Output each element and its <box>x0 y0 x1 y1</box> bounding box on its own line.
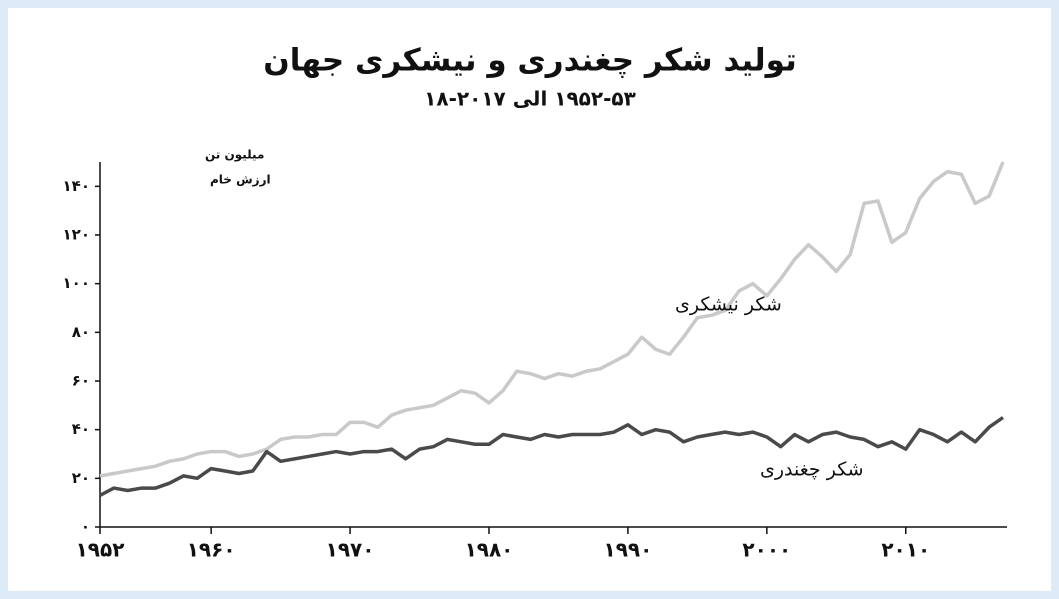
series-label: شکر نیشکری <box>675 294 782 316</box>
series-line <box>99 161 1005 478</box>
y-tick-label: ۰ <box>81 518 90 536</box>
y-tick-label: ۲۰ <box>72 469 90 487</box>
series-line <box>99 416 1005 497</box>
y-axis-label: میلیون تن <box>205 148 264 163</box>
chart-background <box>8 8 1051 591</box>
y-axis-label: ارزش خام <box>210 173 271 188</box>
x-tick-label: ۱۹۶۰ <box>187 538 236 562</box>
y-tick-label: ۱۰۰ <box>63 274 90 292</box>
y-tick-label: ۴۰ <box>72 420 90 438</box>
x-tick-label: ۱۹۹۰ <box>603 538 652 562</box>
x-tick-label: ۱۹۵۲ <box>76 538 125 562</box>
y-tick-label: ۱۲۰ <box>63 226 90 244</box>
x-tick-label: ۲۰۱۰ <box>881 538 930 562</box>
y-tick-label: ۶۰ <box>72 372 90 390</box>
x-tick-label: ۱۹۸۰ <box>465 538 514 562</box>
y-tick-label: ۱۴۰ <box>63 177 90 195</box>
x-tick-label: ۱۹۷۰ <box>326 538 375 562</box>
chart-title: تولید شکر چغندری و نیشکری جهان <box>263 43 796 79</box>
series-label: شکر چغندری <box>760 459 864 481</box>
y-tick-label: ۸۰ <box>72 323 90 341</box>
x-tick-label: ۲۰۰۰ <box>742 538 791 562</box>
chart-subtitle: ۱۹۵۲-۵۳ الی ۲۰۱۷-۱۸ <box>424 87 636 111</box>
